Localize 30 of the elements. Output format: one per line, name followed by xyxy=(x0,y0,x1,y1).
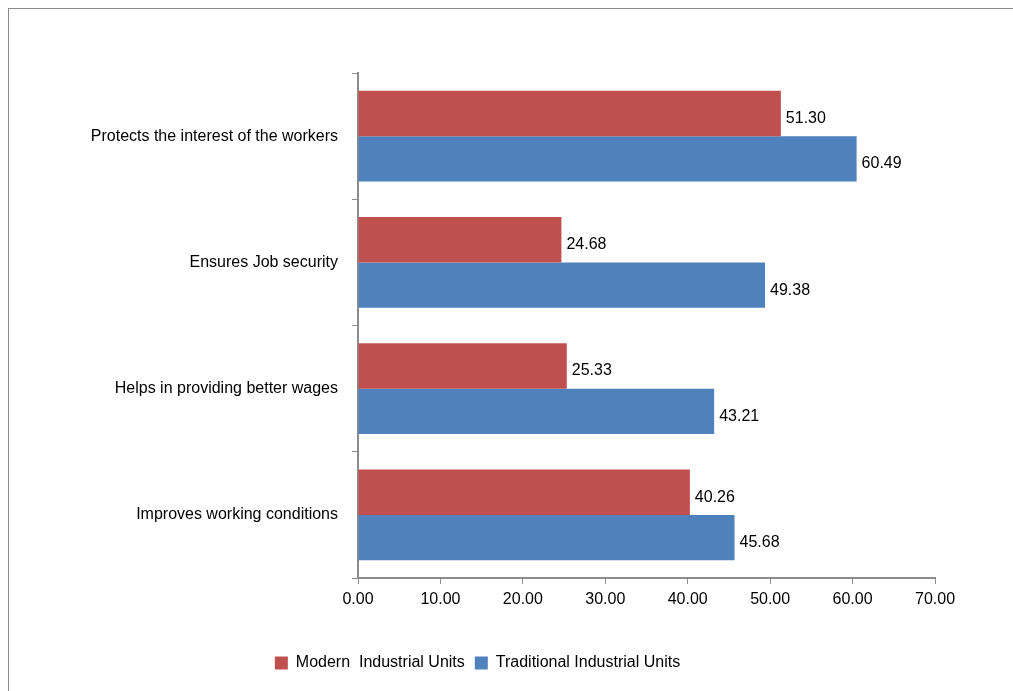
x-tick-label: 70.00 xyxy=(914,590,956,608)
x-tick-label: 10.00 xyxy=(420,590,461,608)
x-tick-label: 60.00 xyxy=(832,590,873,608)
legend-label: Modern Industrial Units xyxy=(295,653,465,671)
x-tick-label: 30.00 xyxy=(585,590,626,608)
bar xyxy=(358,262,766,308)
x-tick-label: 20.00 xyxy=(502,590,543,608)
bar xyxy=(358,216,562,263)
y-tick-label: Ensures Job security xyxy=(189,252,338,270)
data-label: 51.30 xyxy=(785,108,826,126)
bar xyxy=(358,514,735,561)
legend-label: Traditional Industrial Units xyxy=(495,653,681,671)
data-label: 43.21 xyxy=(719,406,760,424)
y-tick-label: Protects the interest of the workers xyxy=(90,126,338,144)
y-tick-label: Helps in providing better wages xyxy=(114,379,338,397)
bar xyxy=(358,469,690,515)
bar xyxy=(358,388,715,435)
data-label: 40.26 xyxy=(694,487,735,505)
x-tick-label: 50.00 xyxy=(750,590,791,608)
data-label: 24.68 xyxy=(566,235,607,253)
bar xyxy=(358,343,567,389)
bar xyxy=(358,90,781,137)
x-tick-label: 40.00 xyxy=(667,590,708,608)
y-tick-label: Improves working conditions xyxy=(136,505,338,523)
bar xyxy=(358,136,857,182)
data-label: 45.68 xyxy=(739,533,780,551)
data-label: 25.33 xyxy=(571,361,612,379)
data-label: 49.38 xyxy=(770,280,811,298)
data-label: 60.49 xyxy=(861,154,902,172)
x-tick-label: 0.00 xyxy=(342,590,374,608)
